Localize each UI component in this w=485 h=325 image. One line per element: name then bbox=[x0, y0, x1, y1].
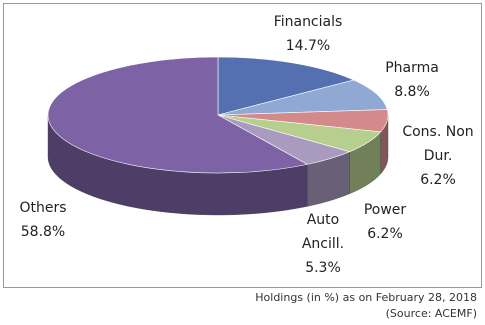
label-name: Others bbox=[19, 200, 67, 216]
label-value: 6.2% bbox=[420, 172, 456, 188]
label-name: Power bbox=[363, 202, 407, 218]
slice-label: Pharma 8.8% bbox=[372, 56, 452, 104]
slice-label: Cons. Non Dur. 6.2% bbox=[392, 120, 484, 192]
slice-label: Financials 14.7% bbox=[258, 10, 358, 58]
slice-label: Auto Ancill. 5.3% bbox=[296, 208, 350, 280]
slice-label: Power 6.2% bbox=[350, 198, 420, 246]
slice bbox=[217, 56, 355, 116]
label-name: Pharma bbox=[385, 60, 439, 76]
label-value: 8.8% bbox=[394, 84, 430, 100]
label-name: Cons. Non Dur. bbox=[402, 124, 474, 164]
chart-frame bbox=[3, 3, 482, 288]
slice bbox=[47, 56, 309, 174]
label-name: Auto Ancill. bbox=[301, 212, 345, 252]
label-value: 5.3% bbox=[305, 260, 341, 276]
source: (Source: ACEMF) bbox=[385, 307, 477, 320]
label-value: 14.7% bbox=[285, 38, 331, 54]
label-name: Financials bbox=[273, 14, 343, 30]
label-value: 58.8% bbox=[20, 224, 66, 240]
slice-label: Others 58.8% bbox=[8, 196, 78, 244]
label-value: 6.2% bbox=[367, 226, 403, 242]
slice bbox=[217, 79, 388, 116]
caption: Holdings (in %) as on February 28, 2018 bbox=[255, 291, 477, 304]
